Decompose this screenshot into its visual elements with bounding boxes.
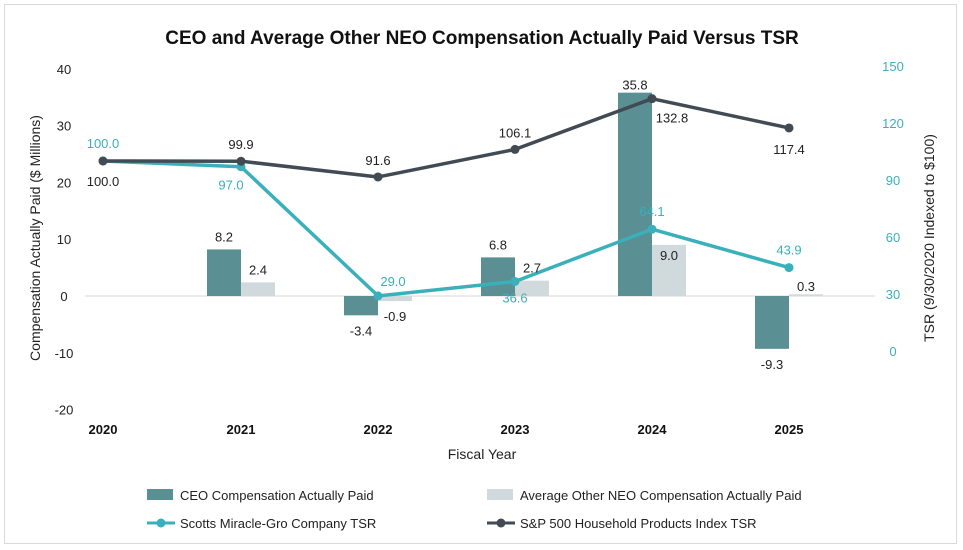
neo-bar-label: 9.0 — [660, 248, 678, 263]
sp500-tsr-label: 91.6 — [365, 153, 390, 168]
legend-label: S&P 500 Household Products Index TSR — [520, 516, 757, 531]
legend-swatch — [487, 489, 513, 500]
legend-label: Average Other NEO Compensation Actually … — [520, 488, 802, 503]
ceo-bar-label: 35.8 — [622, 78, 647, 93]
x-axis-tick-label: 2024 — [638, 422, 668, 437]
ceo-bar-label: -9.3 — [761, 357, 783, 372]
ceo-bar-label: 6.8 — [489, 237, 507, 252]
sp500-tsr-label: 99.9 — [228, 137, 253, 152]
scotts-tsr-point — [510, 276, 520, 286]
left-axis-tick-label: 30 — [57, 119, 71, 134]
left-axis-title: Compensation Actually Paid ($ Millions) — [27, 115, 43, 361]
scotts-tsr-label: 36.6 — [502, 290, 527, 305]
sp500-tsr-label: 100.0 — [87, 174, 120, 189]
neo-bar-label: -0.9 — [384, 309, 406, 324]
scotts-tsr-label: 100.0 — [87, 136, 120, 151]
right-axis-tick-label: 150 — [882, 59, 904, 74]
neo-bar — [789, 294, 823, 296]
x-axis-tick-label: 2021 — [227, 422, 256, 437]
x-axis-tick-label: 2023 — [501, 422, 530, 437]
left-axis-tick-label: -20 — [55, 403, 74, 418]
sp500-tsr-line — [102, 96, 790, 179]
right-axis-tick-label: 30 — [886, 287, 900, 302]
sp500-tsr-point — [98, 156, 108, 166]
right-axis-tick-label: 0 — [889, 344, 896, 359]
ceo-bar-label: -3.4 — [350, 323, 372, 338]
legend-marker — [156, 518, 166, 528]
scotts-tsr-label: 29.0 — [380, 274, 405, 289]
ceo-bar — [344, 296, 378, 316]
sp500-tsr-label: 117.4 — [773, 142, 805, 157]
sp500-tsr-label: 106.1 — [499, 125, 532, 140]
neo-bar — [652, 244, 686, 296]
right-axis-tick-label: 90 — [886, 173, 900, 188]
ceo-bar — [618, 92, 652, 296]
x-axis-tick-label: 2025 — [775, 422, 804, 437]
left-axis-tick-label: 40 — [57, 62, 71, 77]
neo-bar-label: 2.4 — [249, 262, 267, 277]
scotts-tsr-label: 64.1 — [639, 204, 664, 219]
neo-bar — [515, 280, 549, 296]
right-axis-title: TSR (9/30/2020 Indexed to $100) — [921, 134, 937, 342]
chart-title: CEO and Average Other NEO Compensation A… — [165, 28, 799, 49]
neo-bar-label: 0.3 — [797, 279, 815, 294]
neo-bar-label: 2.7 — [523, 261, 541, 276]
x-axis-title: Fiscal Year — [448, 446, 517, 462]
legend-label: Scotts Miracle-Gro Company TSR — [180, 516, 376, 531]
legend-label: CEO Compensation Actually Paid — [180, 488, 374, 503]
sp500-tsr-point — [510, 144, 520, 154]
sp500-tsr-point — [647, 94, 657, 104]
neo-bar — [241, 282, 275, 296]
sp500-tsr-point — [236, 156, 246, 166]
sp500-tsr-point — [373, 172, 383, 182]
ceo-bar-label: 8.2 — [215, 229, 233, 244]
scotts-tsr-label: 43.9 — [776, 243, 801, 258]
left-axis-tick-label: 0 — [60, 289, 67, 304]
legend-swatch — [147, 489, 173, 500]
right-axis-tick-label: 60 — [886, 230, 900, 245]
sp500-tsr-label: 132.8 — [656, 111, 689, 126]
scotts-tsr-point — [784, 263, 794, 273]
left-axis-tick-label: 20 — [57, 175, 71, 190]
left-axis-tick-label: 10 — [57, 232, 71, 247]
ceo-bar — [481, 257, 515, 296]
x-axis-tick-label: 2020 — [89, 422, 118, 437]
scotts-tsr-label: 97.0 — [218, 178, 243, 193]
sp500-tsr-point — [784, 123, 794, 133]
legend-marker — [496, 518, 506, 528]
scotts-tsr-point — [373, 291, 383, 301]
scotts-tsr-line — [102, 159, 790, 298]
left-axis-tick-label: -10 — [55, 346, 74, 361]
ceo-bar — [207, 249, 241, 296]
ceo-bar — [755, 296, 789, 349]
neo-bar — [378, 296, 412, 302]
chart-frame — [4, 4, 957, 544]
scotts-tsr-point — [647, 224, 657, 234]
right-axis-tick-label: 120 — [882, 116, 904, 131]
x-axis-tick-label: 2022 — [364, 422, 393, 437]
